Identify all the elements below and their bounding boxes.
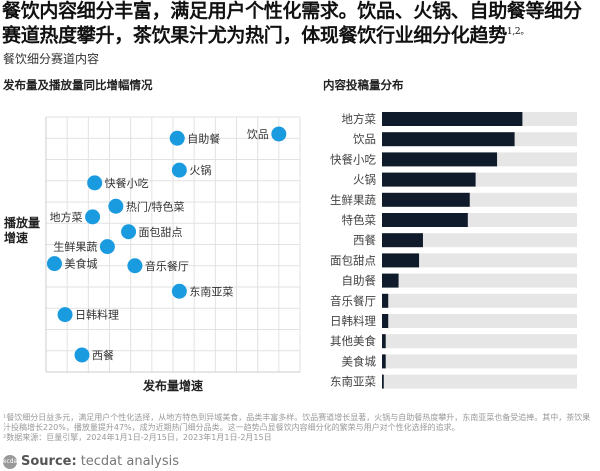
source-line: tecdat Source: tecdat analysis: [0, 454, 180, 469]
bar-category-label: 西餐: [353, 233, 376, 247]
bar-category-label: 火锅: [353, 173, 376, 187]
scatter-point: [85, 209, 101, 225]
bar-category-label: 饮品: [353, 132, 376, 146]
bar: [382, 152, 498, 167]
bar-track: [382, 314, 577, 328]
point-label: 生鲜果蔬: [53, 240, 97, 254]
headline-text: 餐饮内容细分丰富，满足用户个性化需求。饮品、火锅、自助餐等细分赛道热度攀升，茶饮…: [2, 0, 582, 47]
point-label: 音乐餐厅: [145, 259, 189, 273]
point-label: 美食城: [64, 257, 97, 271]
bar: [382, 273, 399, 288]
point-label: 面包甜点: [139, 226, 183, 239]
scatter-point: [171, 162, 187, 178]
headline: 餐饮内容细分丰富，满足用户个性化需求。饮品、火锅、自助餐等细分赛道热度攀升，茶饮…: [2, 0, 598, 47]
scatter-point: [171, 283, 187, 299]
scatter-point: [127, 258, 143, 274]
section-subtitle: 餐饮细分赛道内容: [3, 52, 100, 66]
bar: [382, 334, 386, 349]
scatter-point: [108, 198, 124, 214]
bar-category-label: 日韩料理: [330, 314, 376, 328]
bar: [382, 112, 523, 126]
point-label: 地方菜: [50, 210, 83, 224]
x-axis-label: 发布量增速: [142, 378, 203, 393]
point-label: 饮品: [247, 128, 269, 141]
bar: [382, 213, 468, 227]
bar-track: [382, 253, 577, 268]
point-label: 火锅: [189, 164, 211, 177]
bar-title: 内容投稿量分布: [323, 78, 404, 92]
bar: [382, 253, 420, 268]
point-label: 日韩料理: [75, 308, 119, 322]
bar-track: [382, 273, 577, 288]
bar-chart: 地方菜饮品快餐小吃火锅生鲜果蔬特色菜西餐面包甜点自助餐音乐餐厅日韩料理其他美食美…: [330, 112, 577, 389]
bar: [382, 293, 389, 308]
source-text: tecdat analysis: [80, 454, 180, 469]
headline-footnote-ref: 1,2。: [506, 27, 530, 37]
bar-category-label: 美食城: [342, 354, 377, 368]
bar-category-label: 面包甜点: [330, 253, 376, 267]
footnotes: ¹餐饮细分日益多元，满足用户个性化选择，从地方特色到异域美食，品类丰富多样。饮品…: [3, 413, 593, 443]
bar: [382, 314, 389, 328]
source-label: Source:: [21, 454, 77, 469]
footnote-2: ²数据来源：巨量引擎，2024年1月1日-2月15日，2023年1月1日-2月1…: [3, 433, 272, 442]
scatter-point: [169, 130, 185, 146]
bar-category-label: 其他美食: [330, 334, 376, 348]
footnote-1: ¹餐饮细分日益多元，满足用户个性化选择，从地方特色到异域美食，品类丰富多样。饮品…: [3, 413, 591, 432]
bar: [382, 132, 515, 147]
bar: [382, 354, 386, 369]
scatter-point: [46, 256, 62, 272]
bar: [382, 233, 423, 248]
bar-category-label: 地方菜: [342, 112, 377, 126]
bar-track: [382, 354, 577, 369]
scatter-point: [121, 224, 137, 240]
bar-category-label: 自助餐: [342, 274, 377, 288]
point-label: 东南亚菜: [189, 285, 233, 298]
bar-track: [382, 233, 577, 248]
scatter-title: 发布量及播放量同比增幅情况: [3, 78, 153, 92]
bar-category-label: 快餐小吃: [330, 152, 376, 166]
bar-category-label: 特色菜: [342, 213, 377, 227]
bar: [382, 192, 470, 207]
bar-track: [382, 374, 577, 389]
point-label: 西餐: [92, 348, 114, 362]
point-label: 快餐小吃: [105, 176, 149, 190]
scatter-point: [99, 239, 115, 255]
bar: [382, 172, 476, 187]
scatter-point: [271, 126, 287, 142]
point-label: 自助餐: [187, 131, 220, 145]
bar-track: [382, 334, 577, 349]
point-label: 热门/特色菜: [126, 199, 185, 213]
scatter-point: [57, 307, 73, 323]
bar-category-label: 东南亚菜: [330, 375, 376, 389]
bar: [382, 374, 384, 389]
scatter-point: [74, 347, 90, 363]
bar-category-label: 音乐餐厅: [330, 294, 376, 308]
y-axis-label: 播放量增速: [4, 216, 41, 245]
bar-category-label: 生鲜果蔬: [330, 193, 376, 207]
tecdat-logo: tecdat: [0, 454, 20, 469]
bar-track: [382, 293, 577, 308]
scatter-point: [87, 175, 103, 191]
